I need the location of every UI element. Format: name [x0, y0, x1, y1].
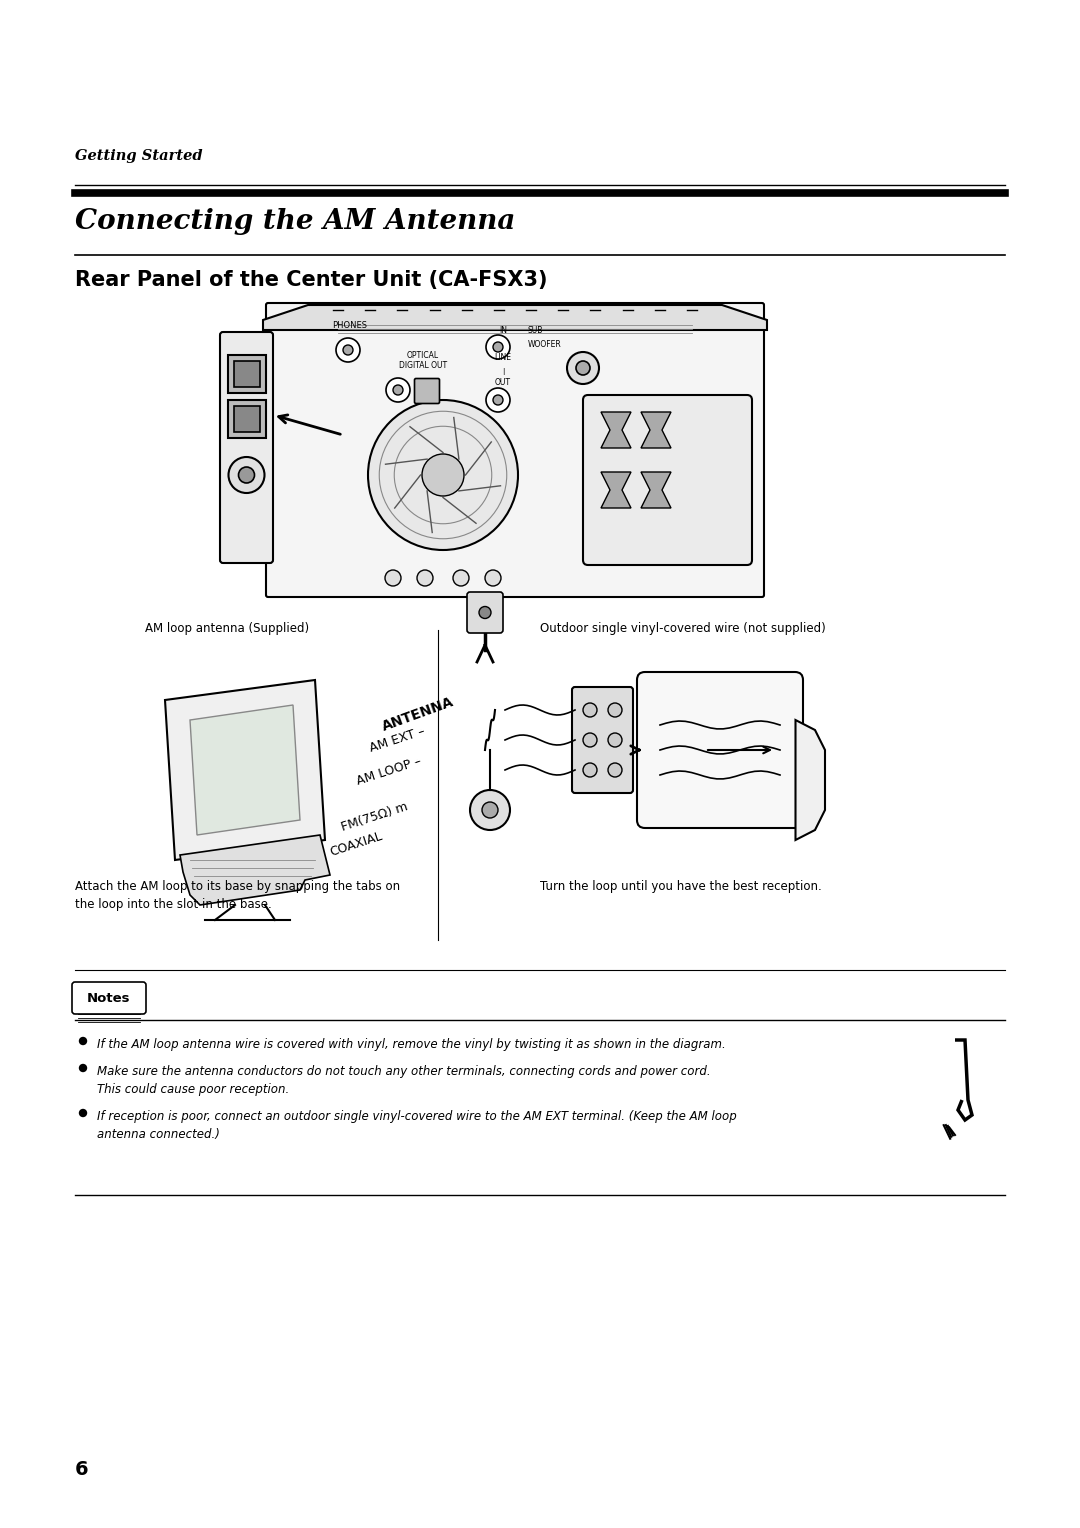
- FancyBboxPatch shape: [415, 379, 440, 403]
- Circle shape: [608, 703, 622, 717]
- Polygon shape: [642, 413, 671, 448]
- Text: Outdoor single vinyl-covered wire (not supplied): Outdoor single vinyl-covered wire (not s…: [540, 622, 826, 636]
- Circle shape: [486, 388, 510, 413]
- Text: LINE: LINE: [495, 353, 512, 362]
- Circle shape: [80, 1109, 86, 1117]
- Circle shape: [80, 1038, 86, 1045]
- Text: |: |: [502, 368, 504, 374]
- Polygon shape: [796, 720, 825, 840]
- Circle shape: [492, 396, 503, 405]
- Bar: [233, 361, 259, 387]
- FancyBboxPatch shape: [467, 591, 503, 633]
- Bar: [228, 354, 266, 393]
- Circle shape: [393, 385, 403, 396]
- Text: COAXIAL: COAXIAL: [328, 830, 384, 859]
- Circle shape: [80, 1065, 86, 1071]
- Circle shape: [384, 570, 401, 587]
- Circle shape: [386, 377, 410, 402]
- Circle shape: [368, 400, 518, 550]
- FancyBboxPatch shape: [72, 983, 146, 1015]
- Circle shape: [492, 342, 503, 351]
- Circle shape: [486, 335, 510, 359]
- Circle shape: [583, 733, 597, 747]
- Text: Rear Panel of the Center Unit (CA-FSX3): Rear Panel of the Center Unit (CA-FSX3): [75, 270, 548, 290]
- Text: Connecting the AM Antenna: Connecting the AM Antenna: [75, 208, 515, 235]
- Text: IN: IN: [499, 325, 507, 335]
- Circle shape: [343, 345, 353, 354]
- Text: AM loop antenna (Supplied): AM loop antenna (Supplied): [145, 622, 309, 636]
- Circle shape: [583, 762, 597, 778]
- FancyBboxPatch shape: [637, 672, 804, 828]
- Circle shape: [482, 802, 498, 817]
- Text: OPTICAL
DIGITAL OUT: OPTICAL DIGITAL OUT: [399, 350, 447, 370]
- Circle shape: [608, 733, 622, 747]
- Text: 6: 6: [75, 1459, 89, 1479]
- Bar: [233, 406, 259, 432]
- Polygon shape: [180, 834, 330, 905]
- Text: Notes: Notes: [87, 992, 131, 1004]
- Circle shape: [583, 703, 597, 717]
- FancyBboxPatch shape: [572, 688, 633, 793]
- Circle shape: [576, 361, 590, 374]
- Text: Attach the AM loop to its base by snapping the tabs on
the loop into the slot in: Attach the AM loop to its base by snappi…: [75, 880, 400, 911]
- Text: FM(75Ω) m: FM(75Ω) m: [340, 801, 410, 834]
- Circle shape: [239, 468, 255, 483]
- Polygon shape: [600, 472, 631, 507]
- Polygon shape: [600, 413, 631, 448]
- Text: Make sure the antenna conductors do not touch any other terminals, connecting co: Make sure the antenna conductors do not …: [97, 1065, 711, 1096]
- Text: If the AM loop antenna wire is covered with vinyl, remove the vinyl by twisting : If the AM loop antenna wire is covered w…: [97, 1038, 726, 1051]
- Polygon shape: [190, 704, 300, 834]
- Circle shape: [480, 607, 491, 619]
- Circle shape: [422, 454, 464, 497]
- Text: If reception is poor, connect an outdoor single vinyl-covered wire to the AM EXT: If reception is poor, connect an outdoor…: [97, 1109, 737, 1141]
- Text: OUT: OUT: [495, 377, 511, 387]
- Text: ANTENNA: ANTENNA: [380, 695, 456, 733]
- Polygon shape: [642, 472, 671, 507]
- Text: Getting Started: Getting Started: [75, 150, 203, 163]
- Polygon shape: [264, 306, 767, 330]
- Text: AM EXT –: AM EXT –: [368, 724, 427, 755]
- FancyBboxPatch shape: [266, 303, 764, 597]
- Text: SUB: SUB: [528, 325, 543, 335]
- Circle shape: [417, 570, 433, 587]
- FancyBboxPatch shape: [583, 396, 752, 565]
- Text: WOOFER: WOOFER: [528, 341, 562, 348]
- FancyBboxPatch shape: [220, 332, 273, 562]
- Bar: [228, 400, 266, 439]
- Text: Turn the loop until you have the best reception.: Turn the loop until you have the best re…: [540, 880, 822, 892]
- Text: PHONES: PHONES: [333, 321, 367, 330]
- Circle shape: [470, 790, 510, 830]
- Text: AM LOOP –: AM LOOP –: [355, 755, 423, 788]
- Circle shape: [229, 457, 265, 494]
- Circle shape: [485, 570, 501, 587]
- Circle shape: [336, 338, 360, 362]
- Circle shape: [453, 570, 469, 587]
- Circle shape: [608, 762, 622, 778]
- Circle shape: [567, 351, 599, 384]
- Polygon shape: [165, 680, 325, 860]
